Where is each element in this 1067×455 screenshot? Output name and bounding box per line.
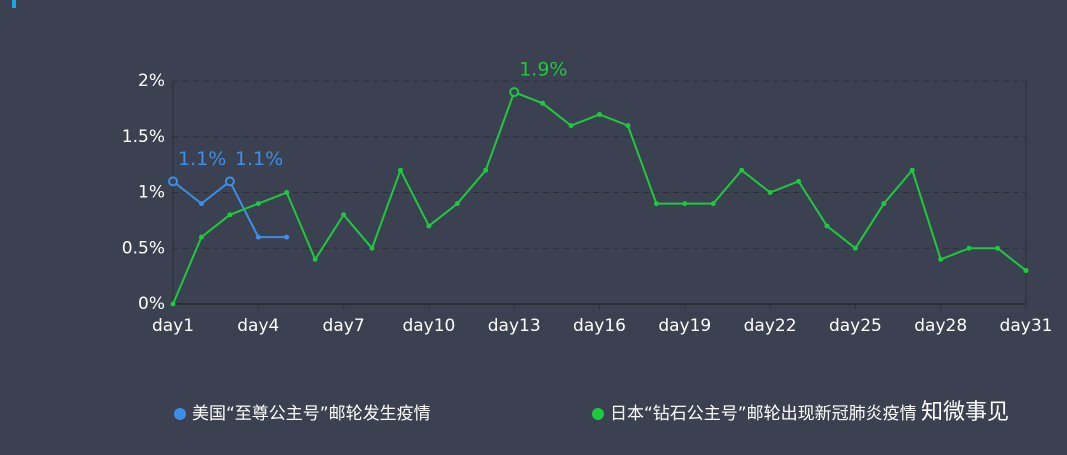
legend-label: 美国“至尊公主号”邮轮发生疫情 [192, 404, 431, 424]
point [284, 190, 290, 195]
point [198, 201, 204, 207]
point [224, 176, 235, 187]
point [540, 100, 546, 106]
x-tick-label: day31 [1000, 316, 1053, 336]
data-label: 1.9% [519, 59, 567, 81]
point [198, 234, 204, 240]
point [483, 167, 489, 173]
point [284, 234, 290, 240]
x-tick-label: day22 [744, 316, 797, 336]
point [881, 201, 887, 207]
x-tick-label: day13 [488, 316, 541, 336]
point [796, 178, 802, 184]
point [966, 245, 972, 251]
point [1023, 268, 1029, 274]
data-label: 1.1% [178, 148, 226, 170]
point [341, 212, 347, 218]
point [255, 234, 261, 240]
y-tick-label: 1.5% [122, 127, 165, 147]
y-tick-label: 0% [138, 294, 165, 314]
y-tick-label: 0.5% [122, 238, 165, 258]
point [227, 212, 233, 218]
point [168, 176, 178, 187]
point [625, 123, 631, 129]
x-tick-label: day7 [323, 316, 365, 336]
x-tick-label: day28 [914, 316, 967, 336]
legend-label: 日本“钻石公主号”邮轮出现新冠肺炎疫情 [610, 404, 917, 424]
x-tick-label: day19 [658, 316, 711, 336]
point [312, 256, 318, 262]
point [909, 167, 915, 173]
point [597, 111, 602, 117]
point [682, 201, 688, 207]
point [710, 201, 716, 207]
x-tick-label: day10 [402, 316, 455, 336]
data-label: 1.1% [235, 148, 283, 170]
point [397, 167, 403, 173]
title-marker [12, 0, 16, 8]
point [255, 201, 261, 207]
point [509, 87, 520, 98]
point [995, 245, 1001, 251]
point [170, 301, 176, 307]
x-tick-label: day25 [829, 316, 882, 336]
y-tick-label: 2% [138, 71, 165, 91]
point [767, 190, 773, 195]
point [426, 223, 432, 229]
x-tick-label: day1 [152, 316, 194, 336]
point [653, 201, 659, 207]
point [852, 245, 858, 251]
watermark: 知微事见 [921, 400, 1009, 425]
legend-swatch [174, 408, 186, 420]
x-tick-label: day4 [237, 316, 279, 336]
y-tick-label: 1% [138, 183, 165, 203]
point [739, 167, 745, 173]
point [454, 201, 460, 207]
point [824, 223, 830, 229]
point [568, 123, 574, 129]
legend-swatch [592, 408, 604, 420]
point [938, 256, 944, 262]
point [369, 245, 375, 251]
x-tick-label: day16 [573, 316, 626, 336]
